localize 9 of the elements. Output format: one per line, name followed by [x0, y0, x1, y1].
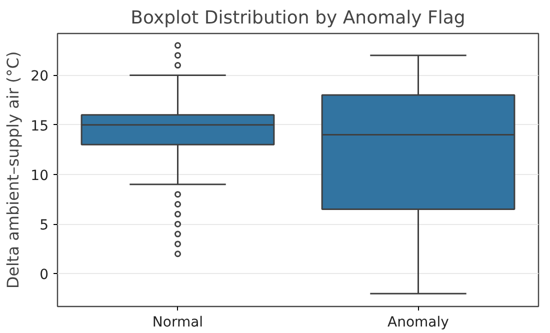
y-tick-label: 10 — [30, 168, 49, 184]
chart-title: Boxplot Distribution by Anomaly Flag — [130, 8, 466, 28]
x-tick-label: Anomaly — [388, 314, 449, 330]
y-tick-label: 0 — [40, 267, 49, 284]
x-tick-label: Normal — [152, 314, 204, 330]
y-axis-title: Delta ambient–supply air (°C) — [4, 51, 23, 289]
y-tick-label: 15 — [30, 118, 49, 134]
y-tick-label: 20 — [30, 68, 49, 85]
y-tick-label: 5 — [40, 218, 49, 234]
